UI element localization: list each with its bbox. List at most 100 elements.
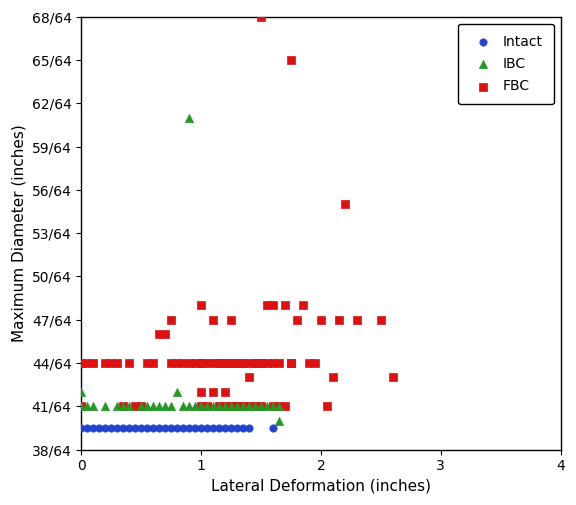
IBC [143, 402, 152, 411]
IBC [89, 402, 98, 411]
IBC [238, 402, 248, 411]
FBC [107, 359, 116, 367]
Intact [214, 424, 223, 432]
Legend: Intact, IBC, FBC: Intact, IBC, FBC [458, 24, 554, 105]
FBC [203, 402, 212, 411]
FBC [268, 359, 278, 367]
FBC [328, 373, 338, 381]
FBC [340, 200, 350, 208]
IBC [209, 402, 218, 411]
IBC [268, 402, 278, 411]
Intact [113, 424, 122, 432]
FBC [310, 359, 320, 367]
Intact [173, 424, 182, 432]
Intact [149, 424, 158, 432]
Intact [124, 424, 134, 432]
FBC [233, 402, 242, 411]
Intact [238, 424, 248, 432]
Intact [94, 424, 104, 432]
IBC [274, 417, 283, 425]
FBC [238, 359, 248, 367]
Intact [184, 424, 194, 432]
Intact [209, 424, 218, 432]
FBC [244, 373, 253, 381]
FBC [388, 373, 397, 381]
IBC [161, 402, 170, 411]
IBC [149, 402, 158, 411]
FBC [281, 301, 290, 310]
FBC [256, 359, 266, 367]
IBC [251, 402, 260, 411]
FBC [286, 359, 295, 367]
FBC [196, 301, 206, 310]
FBC [196, 359, 206, 367]
FBC [233, 402, 242, 411]
IBC [119, 402, 128, 411]
Intact [119, 424, 128, 432]
IBC [226, 402, 236, 411]
IBC [83, 402, 92, 411]
Intact [137, 424, 146, 432]
FBC [214, 359, 223, 367]
FBC [83, 359, 92, 367]
FBC [274, 359, 283, 367]
Intact [226, 424, 236, 432]
IBC [173, 388, 182, 396]
FBC [184, 359, 194, 367]
FBC [304, 359, 313, 367]
FBC [226, 402, 236, 411]
FBC [221, 402, 230, 411]
FBC [251, 402, 260, 411]
IBC [263, 402, 272, 411]
Intact [196, 424, 206, 432]
FBC [286, 359, 295, 367]
FBC [166, 316, 176, 324]
IBC [191, 402, 200, 411]
FBC [263, 301, 272, 310]
IBC [154, 402, 164, 411]
IBC [77, 388, 86, 396]
FBC [214, 402, 223, 411]
FBC [244, 359, 253, 367]
IBC [233, 402, 242, 411]
Intact [107, 424, 116, 432]
FBC [334, 316, 343, 324]
Intact [131, 424, 140, 432]
FBC [203, 359, 212, 367]
FBC [268, 402, 278, 411]
FBC [221, 359, 230, 367]
FBC [268, 301, 278, 310]
FBC [376, 316, 385, 324]
IBC [256, 402, 266, 411]
FBC [154, 330, 164, 338]
FBC [77, 359, 86, 367]
Intact [143, 424, 152, 432]
FBC [251, 359, 260, 367]
FBC [131, 402, 140, 411]
FBC [166, 359, 176, 367]
Intact [221, 424, 230, 432]
Intact [244, 424, 253, 432]
FBC [233, 359, 242, 367]
FBC [196, 388, 206, 396]
FBC [238, 402, 248, 411]
FBC [323, 402, 332, 411]
FBC [113, 359, 122, 367]
FBC [263, 359, 272, 367]
IBC [196, 402, 206, 411]
FBC [209, 388, 218, 396]
FBC [274, 402, 283, 411]
FBC [281, 402, 290, 411]
FBC [89, 359, 98, 367]
IBC [274, 402, 283, 411]
IBC [214, 402, 223, 411]
IBC [203, 402, 212, 411]
FBC [191, 359, 200, 367]
FBC [196, 359, 206, 367]
FBC [353, 316, 362, 324]
FBC [209, 359, 218, 367]
IBC [137, 402, 146, 411]
IBC [184, 114, 194, 122]
FBC [221, 388, 230, 396]
FBC [298, 301, 308, 310]
